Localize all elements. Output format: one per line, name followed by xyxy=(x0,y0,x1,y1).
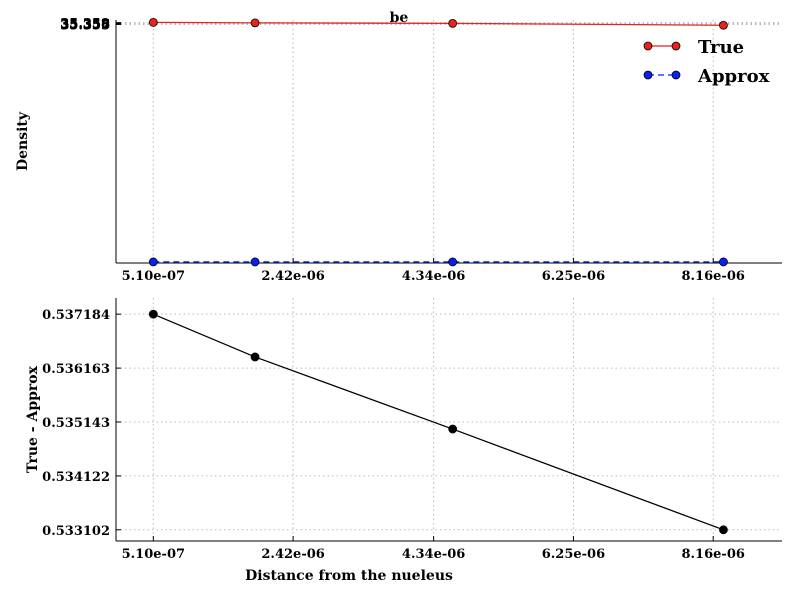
data-point-true xyxy=(719,20,728,30)
y-tick-label: 35.358 xyxy=(60,17,110,32)
x-tick-label: 8.16e-06 xyxy=(681,547,744,562)
legend-label-true: True xyxy=(698,37,744,58)
y-tick-label: 0.535143 xyxy=(42,416,110,431)
x-tick-label: 6.25e-06 xyxy=(542,547,605,562)
x-tick-label: 2.42e-06 xyxy=(261,547,324,562)
y-tick-label: 0.533102 xyxy=(42,524,110,539)
y-tick-label: 0.536163 xyxy=(42,362,110,377)
data-point-approx xyxy=(148,257,158,267)
data-point-true xyxy=(148,18,158,27)
data-point-difference xyxy=(250,352,260,362)
series-line-true xyxy=(153,21,724,26)
x-tick-label: 5.10e-07 xyxy=(122,269,185,284)
x-tick-label: 6.25e-06 xyxy=(542,269,605,284)
y-tick-label: 35.359 xyxy=(60,17,110,32)
x-tick-label: 4.34e-06 xyxy=(402,269,465,284)
plot-2 xyxy=(115,298,782,542)
series-line-difference xyxy=(153,313,724,531)
x-axis-label: Distance from the nueleus xyxy=(245,568,453,584)
data-point-true xyxy=(250,18,260,28)
x-tick-label: 8.16e-06 xyxy=(681,269,744,284)
x-tick-label: 5.10e-07 xyxy=(122,547,185,562)
legend-marker-true xyxy=(671,41,681,51)
y-axis-label: True - Approx xyxy=(25,365,41,473)
data-point-difference xyxy=(719,525,728,535)
y-tick-label: 0.537184 xyxy=(42,308,110,323)
y-tick-label: 35.355 xyxy=(60,18,110,33)
legend-marker-approx xyxy=(671,70,681,80)
legend-label-approx: Approx xyxy=(697,66,770,87)
data-point-difference xyxy=(448,424,458,434)
y-axis-label: Density xyxy=(15,111,31,171)
x-tick-label: 4.34e-06 xyxy=(402,547,465,562)
data-point-approx xyxy=(250,257,260,267)
data-point-true xyxy=(448,18,458,28)
y-tick-label: 0.534122 xyxy=(42,470,110,485)
legend-marker-approx xyxy=(643,70,653,80)
plot-1 xyxy=(115,18,782,267)
data-point-approx xyxy=(719,257,728,267)
y-tick-label: 35.356 xyxy=(60,18,110,33)
y-tick-label: 35.357 xyxy=(60,18,110,33)
data-point-difference xyxy=(148,309,158,319)
chart-title: be xyxy=(390,10,409,26)
x-tick-label: 2.42e-06 xyxy=(261,269,324,284)
legend-marker-true xyxy=(643,41,653,51)
data-point-approx xyxy=(448,257,458,267)
